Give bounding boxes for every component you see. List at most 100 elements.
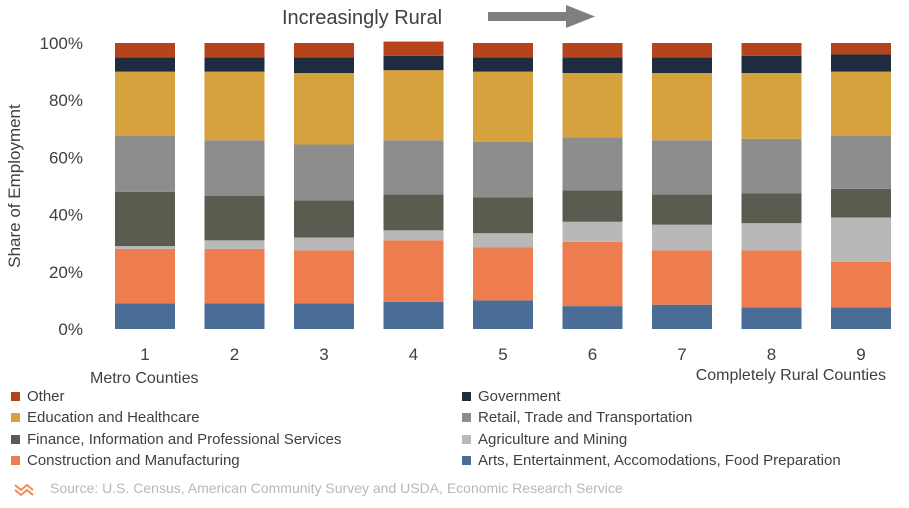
bar-segment — [204, 57, 265, 72]
bar-segment — [562, 306, 623, 329]
bar-segment — [294, 144, 354, 201]
bar-segment — [383, 301, 444, 329]
legend-label: Agriculture and Mining — [478, 431, 628, 448]
bar-segment — [652, 73, 712, 141]
bar-segment — [115, 135, 175, 192]
legend-swatch — [462, 413, 471, 422]
x-axis-ticks: 1 2 3 4 5 6 7 8 9 — [140, 345, 865, 364]
bar-segment — [204, 196, 265, 241]
bar-segment — [204, 240, 265, 249]
y-tick-label: 20% — [49, 263, 83, 282]
bar-segment — [473, 57, 533, 72]
bar-segment — [562, 73, 623, 138]
y-axis-label: Share of Employment — [5, 104, 24, 268]
rural-arrow-icon — [488, 5, 595, 28]
bar-segment — [562, 57, 623, 74]
bar-segment — [294, 237, 354, 251]
legend-item-construction: Construction and Manufacturing — [11, 452, 240, 469]
bar-segment — [741, 73, 802, 139]
bar-segment — [473, 71, 533, 142]
x-tick-label: 5 — [498, 345, 507, 364]
bar-segment — [115, 303, 175, 329]
legend-label: Arts, Entertainment, Accomodations, Food… — [478, 452, 841, 469]
legend-item-education: Education and Healthcare — [11, 409, 200, 426]
y-axis-ticks: 0% 20% 40% 60% 80% 100% — [40, 34, 83, 339]
x-tick-label: 3 — [319, 345, 328, 364]
legend-swatch — [462, 392, 471, 401]
source-note: Source: U.S. Census, American Community … — [14, 480, 623, 497]
legend-label: Government — [478, 388, 561, 405]
bar-segment — [741, 138, 802, 194]
bar-segment — [294, 73, 354, 145]
x-tick-label: 6 — [588, 345, 597, 364]
legend-swatch — [11, 435, 20, 444]
bar-segment — [652, 304, 712, 329]
bar-segment — [562, 221, 623, 242]
legend-label: Retail, Trade and Transportation — [478, 409, 693, 426]
x-tick-label: 4 — [409, 345, 418, 364]
bar-segment — [383, 41, 444, 56]
y-tick-label: 60% — [49, 148, 83, 167]
x-tick-label: 2 — [230, 345, 239, 364]
bar-segment — [741, 250, 802, 308]
legend-label: Construction and Manufacturing — [27, 452, 240, 469]
y-tick-label: 100% — [40, 34, 83, 53]
bar-segment — [383, 194, 444, 231]
legend-label: Other — [27, 388, 65, 405]
bar-segment — [204, 303, 265, 329]
legend-swatch — [11, 456, 20, 465]
bar-segment — [652, 250, 712, 305]
header-text: Increasingly Rural — [282, 7, 442, 29]
bar-segment — [115, 71, 175, 136]
legend-label: Education and Healthcare — [27, 409, 200, 426]
bar-segment — [383, 55, 444, 71]
bar-segment — [831, 217, 891, 262]
bar-segment — [383, 240, 444, 302]
bar-segment — [741, 223, 802, 251]
bar-segment — [562, 43, 623, 58]
bar-segment — [831, 188, 891, 218]
bar-segment — [294, 303, 354, 329]
bar-segment — [473, 141, 533, 198]
y-tick-label: 80% — [49, 91, 83, 110]
orange-chevrons-logo-icon — [14, 483, 34, 497]
bar-segment — [562, 241, 623, 307]
legend-label: Finance, Information and Professional Se… — [27, 431, 342, 448]
bar-segment — [831, 307, 891, 329]
x-tick-label: 8 — [767, 345, 776, 364]
legend-swatch — [462, 435, 471, 444]
bar-segment — [831, 54, 891, 72]
bar-segment — [831, 43, 891, 55]
bar-segment — [115, 191, 175, 247]
bar-segment — [831, 71, 891, 136]
bar-segment — [115, 43, 175, 58]
legend-swatch — [462, 456, 471, 465]
bar-segment — [294, 43, 354, 58]
bar-segment — [115, 248, 175, 304]
bar-segment — [473, 43, 533, 58]
bar-segment — [652, 224, 712, 251]
legend-item-retail: Retail, Trade and Transportation — [462, 409, 692, 426]
legend-item-government: Government — [462, 388, 561, 405]
bar-segment — [562, 137, 623, 191]
bar-segment — [741, 43, 802, 56]
bar-segment — [741, 55, 802, 74]
legend-item-agriculture: Agriculture and Mining — [462, 431, 627, 448]
x-tick-label: 7 — [677, 345, 686, 364]
bar-segment — [294, 57, 354, 74]
bar-segment — [383, 140, 444, 195]
bar-segment — [473, 233, 533, 248]
legend-item-other: Other — [11, 388, 65, 405]
bar-segment — [652, 57, 712, 74]
bar-segment — [383, 230, 444, 241]
y-tick-label: 40% — [49, 206, 83, 225]
legend-swatch — [11, 392, 20, 401]
bar-segment — [204, 71, 265, 141]
bar-segment — [294, 250, 354, 304]
source-text: Source: U.S. Census, American Community … — [50, 480, 623, 496]
bars — [115, 41, 891, 329]
bar-segment — [115, 57, 175, 72]
bar-segment — [383, 70, 444, 141]
legend-item-arts: Arts, Entertainment, Accomodations, Food… — [462, 452, 841, 469]
bar-segment — [473, 197, 533, 234]
